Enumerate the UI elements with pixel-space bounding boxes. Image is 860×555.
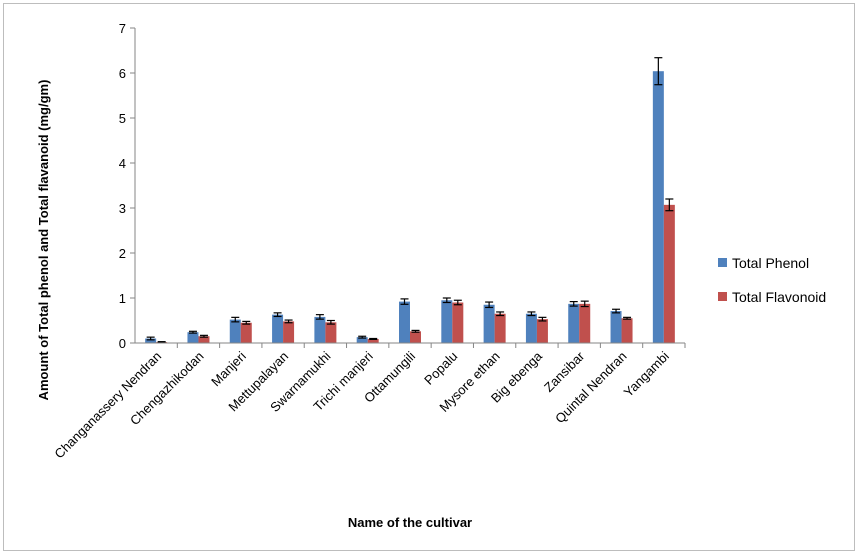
bar-flavonoid (621, 318, 633, 343)
bar-flavonoid (536, 319, 548, 343)
bar-phenol (187, 332, 199, 343)
x-tick-label: Chengazhikodan (127, 349, 207, 429)
bars-group (145, 57, 675, 344)
error-bar (188, 330, 197, 334)
bar-phenol (272, 314, 284, 343)
bar-phenol (399, 301, 410, 343)
bar-phenol (229, 319, 241, 343)
bar-flavonoid (579, 303, 591, 343)
error-bar (157, 341, 166, 344)
bar-phenol (441, 300, 453, 343)
bar-phenol (652, 71, 664, 343)
y-tick-label: 4 (119, 156, 126, 171)
chart-frame (3, 3, 855, 551)
error-bar (654, 57, 663, 86)
x-tick-label: Manjeri (208, 348, 249, 389)
bar-phenol (610, 311, 622, 343)
y-tick-label: 3 (119, 201, 126, 216)
error-bar (199, 334, 208, 338)
y-tick-label: 0 (119, 336, 126, 351)
bar-flavonoid (452, 302, 464, 343)
error-bar (623, 316, 632, 320)
bar-flavonoid (367, 338, 379, 343)
error-bar (284, 319, 293, 324)
y-tick-label: 2 (119, 246, 126, 261)
error-bar (612, 308, 621, 314)
legend-label: Total Phenol (732, 255, 809, 271)
bar-flavonoid (240, 322, 252, 343)
error-bar (400, 298, 409, 305)
bar-flavonoid (325, 322, 337, 343)
legend-label: Total Flavonoid (732, 289, 826, 305)
error-bar (442, 297, 451, 304)
bar-phenol (314, 316, 326, 343)
y-axis-title: Amount of Total phenol and Total flavano… (36, 80, 51, 401)
y-tick-label: 5 (119, 111, 126, 126)
y-tick-label: 1 (119, 291, 126, 306)
x-axis-title: Name of the cultivar (348, 515, 472, 530)
error-bar (485, 301, 494, 309)
error-bar (231, 316, 240, 323)
bar-phenol (525, 313, 537, 343)
y-axis-ticks: 0 1 2 3 4 5 6 7 (119, 21, 135, 351)
y-tick-label: 6 (119, 66, 126, 81)
error-bar (453, 299, 462, 306)
error-bar (146, 336, 155, 341)
bar-flavonoid (283, 321, 295, 343)
error-bar (369, 337, 378, 340)
y-tick-label: 7 (119, 21, 126, 36)
error-bar (538, 316, 547, 322)
error-bar (580, 300, 589, 308)
bar-phenol (356, 337, 368, 343)
error-bar (527, 311, 536, 317)
x-tick-label: Yangambi (621, 348, 672, 399)
error-bar (411, 329, 420, 333)
bar-phenol (145, 338, 157, 343)
error-bar (358, 335, 367, 339)
bar-flavonoid (410, 331, 421, 343)
error-bar (496, 311, 505, 317)
error-bar (242, 320, 251, 325)
error-bar (315, 314, 324, 320)
legend-swatch (718, 292, 727, 301)
error-bar (326, 319, 335, 325)
bar-flavonoid (198, 336, 210, 343)
error-bar (569, 301, 578, 307)
bar-phenol (568, 303, 580, 343)
legend-swatch (718, 258, 727, 267)
error-bar (273, 312, 282, 318)
error-bar (665, 198, 674, 212)
bar-flavonoid (663, 204, 675, 343)
legend: Total Phenol Total Flavonoid (718, 255, 826, 305)
x-tick-label: Popalu (421, 349, 460, 388)
bar-flavonoid (494, 313, 506, 343)
bar-phenol (483, 304, 495, 343)
